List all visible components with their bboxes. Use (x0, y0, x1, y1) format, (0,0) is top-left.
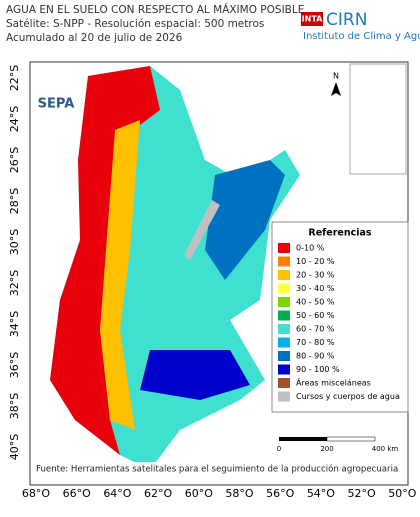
legend-label: 50 - 60 % (296, 311, 335, 320)
legend-title: Referencias (308, 228, 372, 239)
legend-label: Áreas misceláneas (296, 377, 371, 388)
legend-swatch (278, 337, 290, 348)
legend-label: 60 - 70 % (296, 325, 335, 334)
scale-bar (279, 437, 327, 441)
subtitle: Satélite: S-NPP - Resolución espacial: 5… (6, 18, 264, 30)
dry-zone (50, 66, 160, 455)
legend-swatch (278, 283, 290, 294)
map-shapes: SEPA N Referencias Fuente: Herramientas … (32, 63, 409, 476)
lat-label: 40°S (8, 434, 21, 460)
lat-label: 34°S (8, 311, 21, 337)
lon-label: 58°O (225, 487, 253, 500)
legend-swatch (278, 378, 290, 388)
sepa-logo: SEPA (38, 97, 75, 112)
legend-label: 40 - 50 % (296, 298, 335, 307)
lon-label: 62°O (144, 487, 172, 500)
inta-badge (301, 12, 323, 26)
legend-box (271, 221, 409, 413)
scale-label: 200 (320, 445, 333, 453)
north-symbol (331, 82, 341, 96)
lat-label: 32°S (8, 270, 21, 296)
lat-label: 22°S (8, 65, 21, 91)
legend-label: 90 - 100 % (296, 365, 340, 374)
lon-label: 60°O (185, 487, 213, 500)
river (184, 200, 220, 260)
legend-swatch (278, 243, 290, 253)
inset-map (349, 63, 407, 175)
legend-label: 10 - 20 % (296, 257, 335, 266)
sepa-box (36, 72, 76, 112)
legend-label: 0-10 % (296, 244, 325, 253)
lon-label: 56°O (266, 487, 294, 500)
lon-label: 64°O (103, 487, 131, 500)
title: AGUA EN EL SUELO CON RESPECTO AL MÁXIMO … (6, 3, 304, 16)
lat-label: 26°S (8, 147, 21, 173)
lon-label: 66°O (63, 487, 91, 500)
legend-swatch (278, 364, 290, 375)
north-arrow: N (333, 72, 339, 81)
inta-logo: INTA (302, 15, 324, 24)
lat-label: 30°S (8, 229, 21, 255)
cirn-logo: CIRN (326, 10, 367, 30)
date: Acumulado al 20 de julio de 2026 (6, 32, 183, 44)
legend-swatch (278, 351, 290, 361)
legend-swatch (278, 310, 290, 321)
lon-label: 50°O (388, 487, 416, 500)
legend-label: Cursos y cuerpos de agua (296, 392, 400, 401)
lon-label: 54°O (307, 487, 335, 500)
legend-label: 70 - 80 % (296, 338, 335, 347)
scale-label: 400 km (372, 445, 399, 453)
lat-label: 24°S (8, 106, 21, 132)
legend-label: 80 - 90 % (296, 352, 335, 361)
wet-zone (140, 350, 250, 400)
mid-zone (100, 120, 140, 430)
source-box (32, 462, 406, 476)
legend-label: 20 - 30 % (296, 271, 335, 280)
institute: Instituto de Clima y Agua (303, 31, 420, 42)
scale-bar (326, 436, 376, 442)
source: Fuente: Herramientas satelitales para el… (36, 464, 398, 475)
lon-label: 68°O (22, 487, 50, 500)
lat-label: 28°S (8, 188, 21, 214)
legend-swatch (278, 324, 290, 334)
legend-swatch (278, 391, 290, 402)
legend-swatch (278, 297, 290, 307)
lon-label: 52°O (348, 487, 376, 500)
lat-label: 38°S (8, 393, 21, 419)
wet-zone (205, 160, 285, 280)
legend-swatch (278, 270, 290, 280)
scale-label: 0 (277, 445, 281, 453)
legend-swatch (278, 256, 290, 267)
legend-label: 30 - 40 % (296, 284, 335, 293)
lat-label: 36°S (8, 352, 21, 378)
